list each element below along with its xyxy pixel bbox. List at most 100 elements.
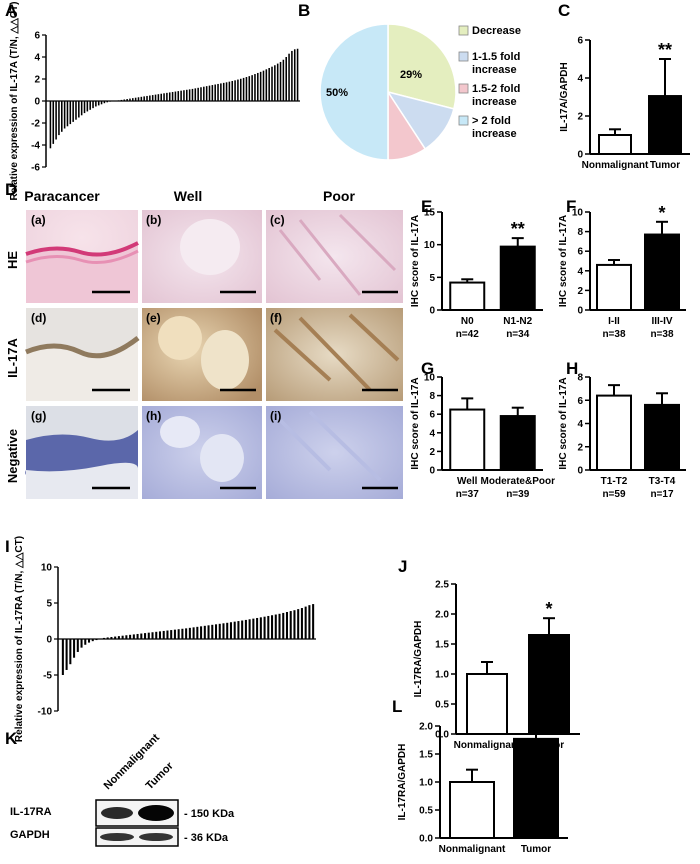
panel-c-bar-chart: 0 2 4 6 IL-17A/GAPDH Nonmalignant Tumor ** — [559, 36, 690, 171]
sample-size-label: n=39 — [506, 489, 530, 500]
category-label: Tumor — [650, 160, 680, 171]
significance-marker: * — [545, 599, 552, 619]
histology-tile-b — [142, 210, 262, 303]
tile-label-f: (f) — [270, 311, 282, 325]
sample-size-label: n=42 — [456, 329, 480, 340]
panel-label-b: B — [298, 1, 310, 20]
y-tick-label: 15 — [424, 208, 436, 219]
blot-row-label-gapdh: GAPDH — [10, 829, 50, 841]
y-axis-title: IL-17RA/GAPDH — [413, 621, 424, 698]
category-label: N0 — [461, 316, 474, 327]
sample-size-label: n=38 — [650, 329, 674, 340]
y-axis-title: Relative expression of IL-17A (T/N, △△CT… — [9, 2, 20, 201]
blot-row-label-il17ra: IL-17RA — [10, 806, 52, 818]
y-tick-label: -4 — [31, 141, 40, 152]
panel-label-j: J — [398, 557, 407, 576]
bar-tumor — [513, 737, 559, 840]
bar-moderate-poor — [499, 415, 536, 471]
blot-band-gapdh-nonmalignant — [100, 833, 134, 841]
y-axis-title: IL-17RA/GAPDH — [397, 744, 408, 821]
y-tick-label: 10 — [424, 373, 436, 384]
tile-label-c: (c) — [270, 213, 285, 227]
legend-swatch-1 — [458, 51, 469, 62]
bar-t1-t2 — [596, 394, 632, 472]
y-tick-label: 2.5 — [435, 580, 449, 591]
column-header-well: Well — [174, 188, 203, 204]
y-tick-label: 2 — [577, 442, 583, 453]
y-axis-title: IL-17A/GAPDH — [559, 62, 570, 131]
y-tick-label: 0 — [577, 466, 583, 477]
y-tick-label: 2.0 — [419, 722, 433, 733]
category-label: Well — [457, 476, 478, 487]
bar-i-ii — [596, 263, 632, 312]
y-tick-label: 2 — [577, 112, 583, 123]
sample-size-label: n=38 — [602, 329, 626, 340]
significance-marker: ** — [529, 713, 543, 733]
significance-marker: * — [658, 203, 665, 223]
y-tick-label: 6 — [34, 31, 40, 42]
pie-slice-value-label: 50% — [326, 87, 348, 99]
y-tick-label: 10 — [41, 563, 53, 574]
y-tick-label: 4 — [577, 74, 583, 85]
column-header-paracancer: Paracancer — [24, 188, 100, 204]
y-tick-label: 10 — [572, 208, 584, 219]
y-tick-label: 0 — [577, 306, 583, 317]
sample-size-label: n=17 — [650, 489, 674, 500]
y-tick-label: 10 — [424, 240, 436, 251]
panel-label-f: F — [566, 197, 576, 216]
y-tick-label: -10 — [38, 707, 53, 718]
blot-lane-tumor: Tumor — [144, 760, 177, 793]
y-tick-label: -5 — [43, 671, 52, 682]
y-tick-label: 0 — [577, 150, 583, 161]
y-tick-label: 4 — [429, 428, 435, 439]
y-tick-label: 1.5 — [419, 750, 433, 761]
panel-label-c: C — [558, 1, 570, 20]
significance-marker: ** — [658, 40, 672, 60]
bar-t3-t4 — [644, 403, 680, 471]
y-tick-label: 2 — [34, 75, 40, 86]
y-tick-label: 8 — [577, 227, 583, 238]
y-tick-label: 0 — [46, 635, 52, 646]
blot-size-150kda: - 150 KDa — [184, 808, 235, 820]
pie-slice-3 — [319, 23, 389, 161]
tile-label-d: (d) — [31, 311, 46, 325]
tile-label-a: (a) — [31, 213, 46, 227]
y-tick-label: 6 — [577, 396, 583, 407]
y-tick-label: 8 — [429, 391, 435, 402]
histology-tile-g — [25, 406, 139, 499]
row-header-il17a: IL-17A — [5, 338, 20, 378]
blot-band-il17ra-tumor — [138, 805, 174, 821]
pie-slice-0 — [387, 23, 457, 110]
panel-k-western-blot: Nonmalignant Tumor IL-17RA GAPDH - 150 K… — [10, 732, 235, 847]
category-label: T1-T2 — [601, 476, 628, 487]
tile-label-i: (i) — [270, 409, 281, 423]
bar-well — [449, 408, 486, 471]
y-tick-label: 6 — [577, 36, 583, 47]
y-tick-label: 5 — [429, 273, 435, 284]
panel-label-i: I — [5, 537, 10, 556]
blot-box-gapdh — [95, 827, 179, 847]
y-axis-title: IHC score of IL-17A — [410, 377, 421, 469]
y-axis-title: IHC score of IL-17A — [410, 215, 421, 307]
y-axis-title: IHC score of IL-17A — [558, 377, 569, 469]
legend-label-1: 1-1.5 fold increase — [472, 51, 520, 76]
tile-label-b: (b) — [146, 213, 161, 227]
histology-tile-f — [266, 308, 403, 401]
bar-nonmalignant — [466, 673, 508, 735]
y-tick-label: 0.5 — [419, 806, 433, 817]
bar-nonmalignant — [598, 134, 632, 155]
y-tick-label: -6 — [31, 163, 40, 174]
panel-label-d: D — [5, 180, 17, 199]
y-tick-label: 6 — [429, 410, 435, 421]
y-tick-label: 5 — [46, 599, 52, 610]
histology-tile-i — [266, 406, 403, 499]
panel-label-l: L — [392, 697, 402, 716]
sample-size-label: n=34 — [506, 329, 530, 340]
pie-slice-value-label: 29% — [400, 69, 422, 81]
blot-band-gapdh-tumor — [139, 833, 173, 841]
histology-tile-h — [142, 406, 262, 499]
y-tick-label: 0.0 — [435, 730, 449, 741]
